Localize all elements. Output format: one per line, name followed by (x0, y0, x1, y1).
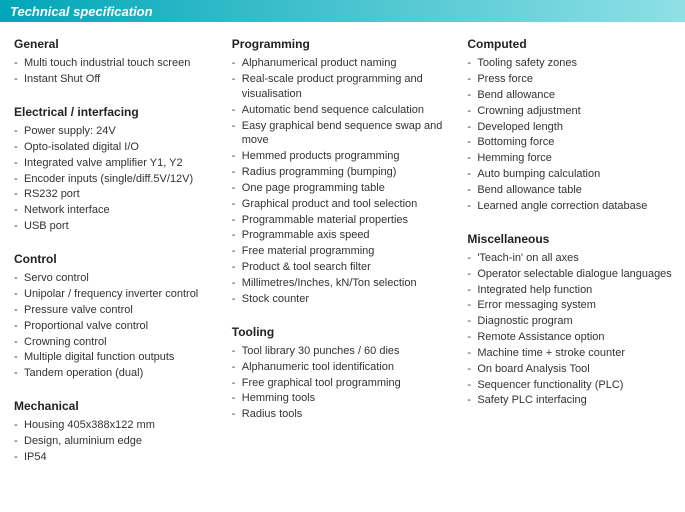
list-item: Bend allowance (467, 88, 675, 103)
list-item: Product & tool search filter (232, 260, 448, 275)
list-item: IP54 (14, 450, 212, 465)
list-item: Network interface (14, 203, 212, 218)
list-item: Bend allowance table (467, 183, 675, 198)
section-heading: General (14, 36, 212, 52)
list-item: Press force (467, 72, 675, 87)
section-list: Alphanumerical product namingReal-scale … (232, 56, 448, 308)
title-bar: Technical specification (0, 0, 685, 22)
list-item: On board Analysis Tool (467, 362, 675, 377)
list-item: Hemming tools (232, 391, 448, 406)
list-item: Developed length (467, 120, 675, 135)
section-list: Power supply: 24VOpto-isolated digital I… (14, 124, 212, 235)
list-item: Automatic bend sequence calculation (232, 103, 448, 118)
list-item: Programmable axis speed (232, 228, 448, 243)
list-item: Free material programming (232, 244, 448, 259)
list-item: 'Teach-in' on all axes (467, 251, 675, 266)
column-3: ComputedTooling safety zonesPress forceB… (467, 36, 675, 472)
section-list: Tooling safety zonesPress forceBend allo… (467, 56, 675, 214)
list-item: Diagnostic program (467, 314, 675, 329)
list-item: Crowning adjustment (467, 104, 675, 119)
list-item: Tooling safety zones (467, 56, 675, 71)
list-item: Alphanumeric tool identification (232, 360, 448, 375)
list-item: Design, aluminium edge (14, 434, 212, 449)
list-item: Multiple digital function outputs (14, 350, 212, 365)
list-item: Millimetres/Inches, kN/Ton selection (232, 276, 448, 291)
list-item: Error messaging system (467, 298, 675, 313)
list-item: Easy graphical bend sequence swap and mo… (232, 119, 448, 149)
list-item: Integrated valve amplifier Y1, Y2 (14, 156, 212, 171)
list-item: Real-scale product programming and visua… (232, 72, 448, 102)
list-item: Tandem operation (dual) (14, 366, 212, 381)
list-item: USB port (14, 219, 212, 234)
list-item: Hemming force (467, 151, 675, 166)
list-item: Radius tools (232, 407, 448, 422)
list-item: Sequencer functionality (PLC) (467, 378, 675, 393)
columns-container: General Multi touch industrial touch scre… (0, 22, 685, 472)
list-item: Remote Assistance option (467, 330, 675, 345)
list-item: Servo control (14, 271, 212, 286)
section-heading: Programming (232, 36, 448, 52)
list-item: Opto-isolated digital I/O (14, 140, 212, 155)
list-item: Power supply: 24V (14, 124, 212, 139)
list-item: Crowning control (14, 335, 212, 350)
list-item: Bottoming force (467, 135, 675, 150)
section-heading: Electrical / interfacing (14, 104, 212, 120)
list-item: Pressure valve control (14, 303, 212, 318)
list-item: Alphanumerical product naming (232, 56, 448, 71)
list-item: Tool library 30 punches / 60 dies (232, 344, 448, 359)
section-heading: Miscellaneous (467, 231, 675, 247)
list-item: Encoder inputs (single/diff.5V/12V) (14, 172, 212, 187)
list-item: Radius programming (bumping) (232, 165, 448, 180)
list-item: Integrated help function (467, 283, 675, 298)
section-list: Housing 405x388x122 mmDesign, aluminium … (14, 418, 212, 466)
section-heading: Tooling (232, 324, 448, 340)
section-list: Multi touch industrial touch screenInsta… (14, 56, 212, 88)
column-1: General Multi touch industrial touch scre… (14, 36, 212, 472)
list-item: Auto bumping calculation (467, 167, 675, 182)
list-item: Operator selectable dialogue languages (467, 267, 675, 282)
section-heading: Control (14, 251, 212, 267)
list-item: Machine time + stroke counter (467, 346, 675, 361)
list-item: RS232 port (14, 187, 212, 202)
section-list: Servo controlUnipolar / frequency invert… (14, 271, 212, 382)
section-heading: Computed (467, 36, 675, 52)
section-list: Tool library 30 punches / 60 diesAlphanu… (232, 344, 448, 423)
list-item: Instant Shut Off (14, 72, 212, 87)
list-item: Multi touch industrial touch screen (14, 56, 212, 71)
list-item: Stock counter (232, 292, 448, 307)
list-item: Programmable material properties (232, 213, 448, 228)
list-item: Free graphical tool programming (232, 376, 448, 391)
list-item: Safety PLC interfacing (467, 393, 675, 408)
section-heading: Mechanical (14, 398, 212, 414)
list-item: Graphical product and tool selection (232, 197, 448, 212)
list-item: Learned angle correction database (467, 199, 675, 214)
section-list: 'Teach-in' on all axesOperator selectabl… (467, 251, 675, 409)
list-item: Hemmed products programming (232, 149, 448, 164)
list-item: One page programming table (232, 181, 448, 196)
list-item: Housing 405x388x122 mm (14, 418, 212, 433)
list-item: Proportional valve control (14, 319, 212, 334)
page-title: Technical specification (10, 4, 153, 19)
column-2: Programming Alphanumerical product naming… (232, 36, 448, 472)
list-item: Unipolar / frequency inverter control (14, 287, 212, 302)
